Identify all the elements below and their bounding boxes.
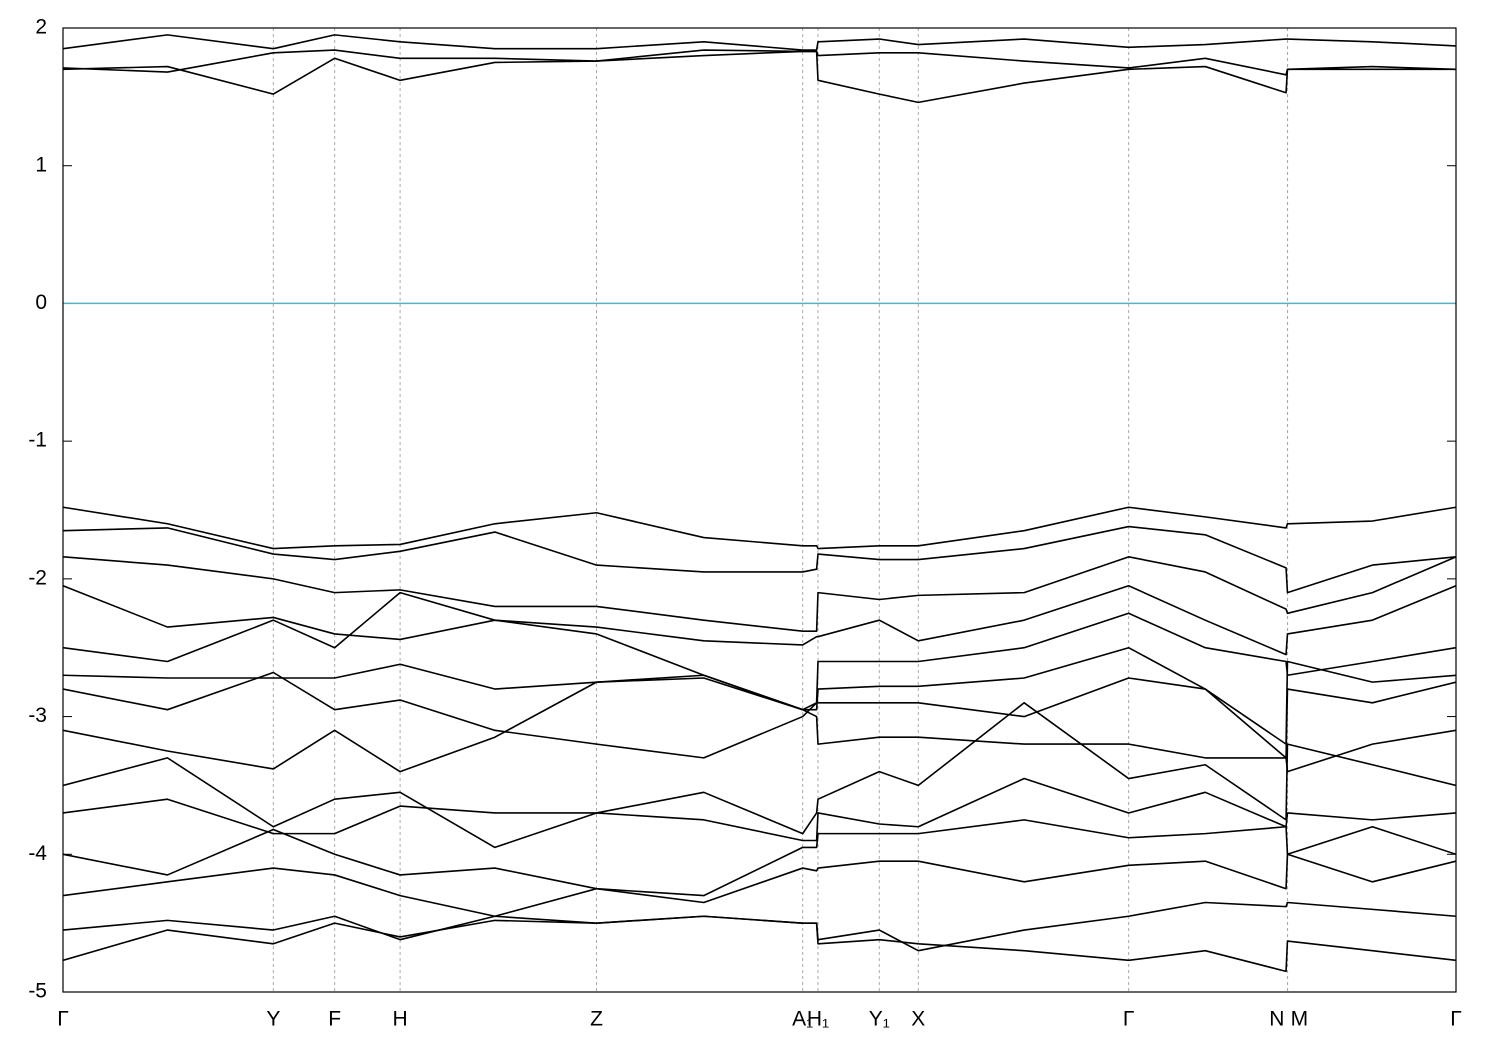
x-tick-label: F <box>328 1008 341 1031</box>
x-tick-label: N <box>1269 1008 1284 1031</box>
band <box>63 674 1456 773</box>
x-tick-label: Γ <box>1123 1008 1135 1031</box>
y-tick-label: 2 <box>35 16 47 39</box>
x-tick-label: Z <box>590 1008 603 1031</box>
band <box>63 584 1456 656</box>
x-tick-label: A₁ <box>792 1008 813 1031</box>
band <box>63 34 1456 51</box>
band <box>63 853 1456 918</box>
band <box>63 50 1456 104</box>
band <box>63 646 1456 745</box>
y-tick-label: -5 <box>28 980 47 1003</box>
y-tick-label: 0 <box>35 291 47 314</box>
band <box>63 591 1456 711</box>
x-tick-label: Γ <box>1450 1008 1462 1031</box>
plot-frame <box>62 27 1457 993</box>
band <box>63 819 1456 897</box>
x-tick-label: Γ <box>57 1008 69 1031</box>
y-tick-label: -2 <box>28 566 47 589</box>
x-tick-label: H <box>393 1008 408 1031</box>
band <box>63 49 1456 76</box>
x-tick-label: M <box>1291 1008 1309 1031</box>
y-tick-label: -3 <box>28 704 47 727</box>
x-tick-label: Y <box>266 1008 280 1031</box>
band <box>63 777 1456 842</box>
band <box>63 702 1456 849</box>
band <box>63 915 1456 973</box>
y-tick-label: -1 <box>28 429 47 452</box>
x-tick-label: Y₁ <box>869 1008 890 1031</box>
y-tick-label: 1 <box>35 153 47 176</box>
y-tick-label: -4 <box>28 842 47 865</box>
band <box>63 506 1456 550</box>
band <box>63 556 1456 632</box>
x-tick-label: H₁ <box>807 1008 829 1031</box>
band <box>63 671 1456 759</box>
x-tick-label: X <box>911 1008 925 1031</box>
band <box>63 525 1456 594</box>
